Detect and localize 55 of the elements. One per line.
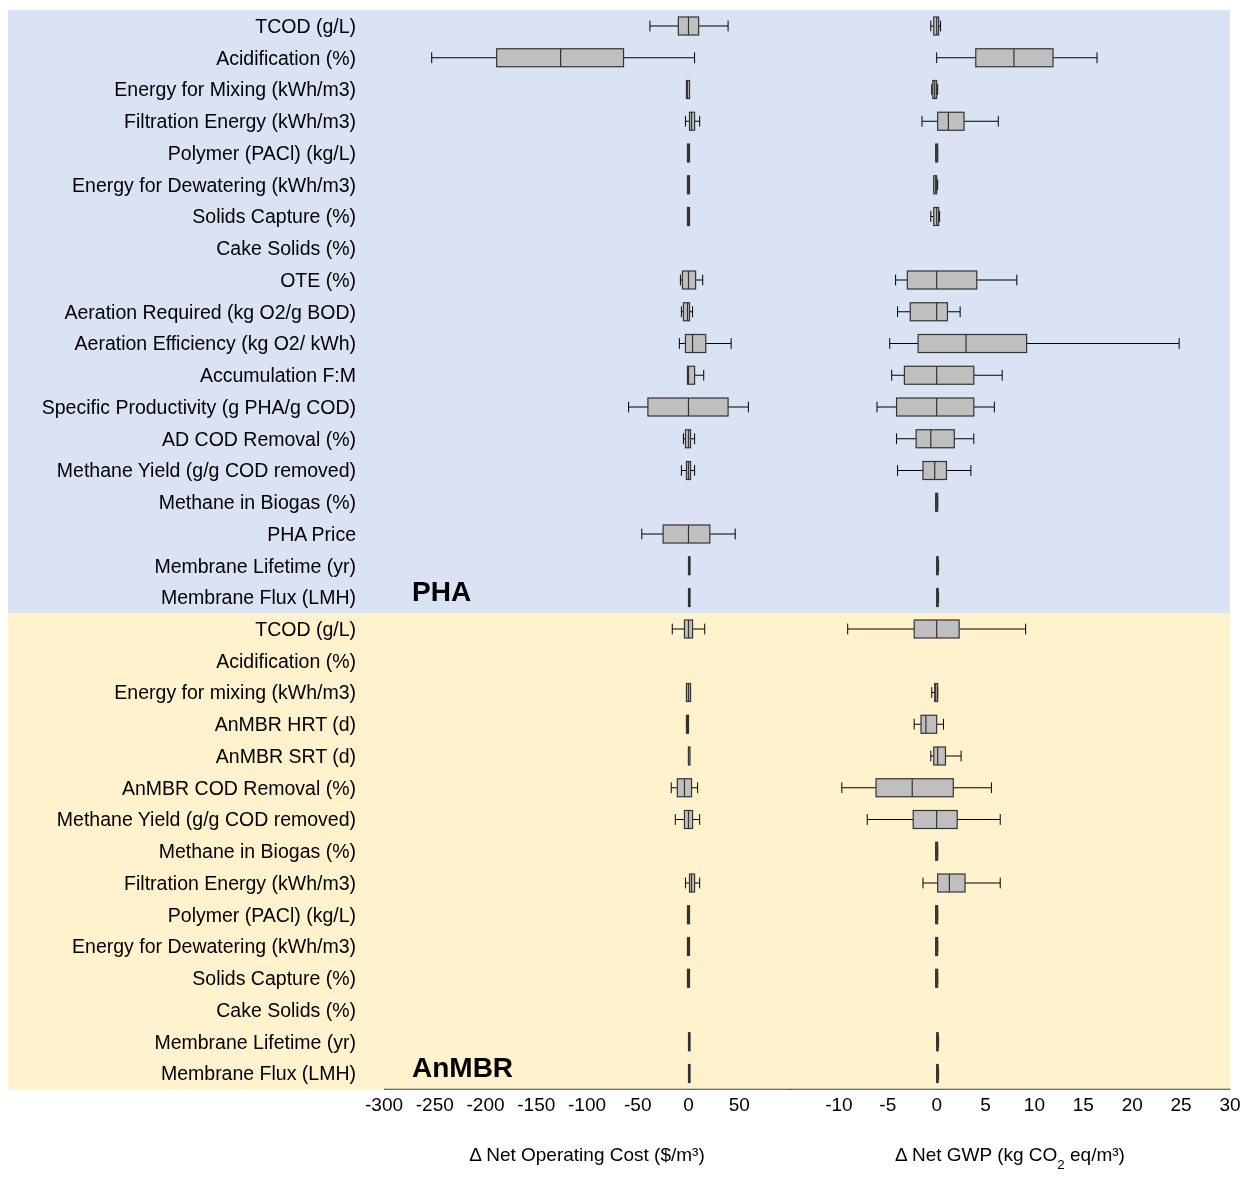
y-tick-label: Methane in Biogas (%) xyxy=(158,491,356,514)
y-tick-label: Membrane Flux (LMH) xyxy=(160,586,356,609)
y-tick-label: Methane in Biogas (%) xyxy=(158,840,356,863)
y-tick-label: Energy for Dewatering (kWh/m3) xyxy=(72,173,356,196)
y-tick-label: AnMBR SRT (d) xyxy=(215,745,356,768)
band-label: PHA xyxy=(412,576,472,608)
x-tick-label: -300 xyxy=(364,1093,404,1115)
y-tick-label: Methane Yield (g/g COD removed) xyxy=(56,459,356,482)
x-tick-label: -5 xyxy=(879,1093,897,1115)
y-tick-label: Aeration Efficiency (kg O2/ kWh) xyxy=(74,332,356,355)
x-tick-label: -150 xyxy=(517,1093,556,1115)
y-tick-label: Acidification (%) xyxy=(216,649,356,672)
y-tick-label: Cake Solids (%) xyxy=(216,237,356,260)
y-tick-label: Solids Capture (%) xyxy=(192,205,356,228)
y-tick-label: AD COD Removal (%) xyxy=(162,427,356,450)
band-label: AnMBR xyxy=(412,1052,514,1084)
y-tick-label: Acidification (%) xyxy=(216,46,356,69)
y-tick-label: PHA Price xyxy=(267,522,356,545)
x-tick-label: -10 xyxy=(825,1093,853,1115)
x-tick-label: 25 xyxy=(1170,1093,1192,1115)
y-tick-label: Specific Productivity (g PHA/g COD) xyxy=(41,395,356,418)
y-tick-label: Membrane Lifetime (yr) xyxy=(154,554,356,577)
y-tick-label: Membrane Lifetime (yr) xyxy=(154,1030,356,1053)
y-tick-label: Energy for Mixing (kWh/m3) xyxy=(114,78,356,101)
x-tick-label: -200 xyxy=(466,1093,505,1115)
y-tick-label: Filtration Energy (kWh/m3) xyxy=(124,872,356,895)
y-tick-label: Energy for mixing (kWh/m3) xyxy=(114,681,356,704)
y-tick-label: OTE (%) xyxy=(280,268,356,291)
x-tick-label: -250 xyxy=(415,1093,454,1115)
y-tick-label: Solids Capture (%) xyxy=(192,967,356,990)
y-tick-label: Polymer (PACl) (kg/L) xyxy=(167,141,356,164)
y-tick-label: TCOD (g/L) xyxy=(255,14,356,37)
x-tick-label: 10 xyxy=(1023,1093,1046,1115)
x-tick-label: 50 xyxy=(728,1093,750,1115)
x-tick-label: -50 xyxy=(624,1093,652,1115)
x-tick-label: -100 xyxy=(567,1093,607,1115)
y-tick-label: AnMBR HRT (d) xyxy=(214,713,356,736)
y-tick-label: Methane Yield (g/g COD removed) xyxy=(56,808,356,831)
y-tick-label: Polymer (PACl) (kg/L) xyxy=(167,903,356,926)
x-tick-label: 15 xyxy=(1072,1093,1094,1115)
y-tick-label: Accumulation F:M xyxy=(199,364,356,387)
y-tick-label: AnMBR COD Removal (%) xyxy=(121,776,356,799)
y-tick-label: Cake Solids (%) xyxy=(216,999,356,1022)
y-tick-label: Membrane Flux (LMH) xyxy=(160,1062,356,1085)
x-tick-label: 0 xyxy=(931,1093,942,1115)
x-tick-label: 20 xyxy=(1121,1093,1143,1115)
x-axis-title: Δ Net Operating Cost ($/m³) xyxy=(469,1144,705,1166)
y-tick-label: Energy for Dewatering (kWh/m3) xyxy=(72,935,356,958)
y-tick-label: TCOD (g/L) xyxy=(255,618,356,641)
x-tick-label: 5 xyxy=(980,1093,991,1115)
x-tick-label: 30 xyxy=(1219,1093,1241,1115)
y-tick-label: Aeration Required (kg O2/g BOD) xyxy=(64,300,356,323)
x-tick-label: 0 xyxy=(683,1093,694,1115)
y-tick-label: Filtration Energy (kWh/m3) xyxy=(124,110,356,133)
x-axis-title: Δ Net GWP (kg CO$_{2}$ eq/m³) xyxy=(895,1144,1125,1172)
